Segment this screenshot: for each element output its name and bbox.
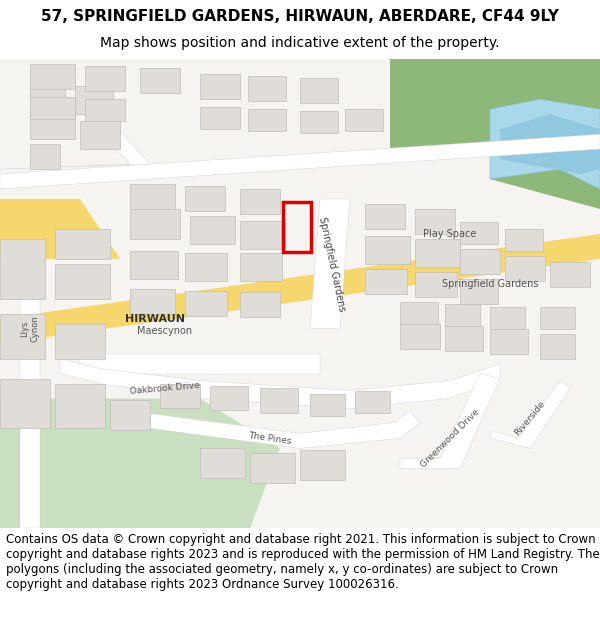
Bar bbox=[445, 326, 483, 351]
Bar bbox=[130, 251, 178, 279]
Bar bbox=[0, 314, 45, 359]
Bar bbox=[85, 66, 125, 91]
Bar bbox=[460, 249, 500, 274]
Bar bbox=[185, 253, 227, 281]
Bar bbox=[75, 86, 113, 114]
Bar bbox=[490, 329, 528, 354]
Bar bbox=[415, 239, 460, 267]
Bar bbox=[60, 399, 100, 428]
Bar bbox=[30, 79, 65, 109]
Bar bbox=[365, 269, 407, 294]
Bar bbox=[400, 324, 440, 349]
Polygon shape bbox=[80, 354, 320, 374]
Bar bbox=[300, 78, 338, 103]
Bar bbox=[355, 391, 390, 413]
Bar bbox=[190, 216, 235, 244]
Bar bbox=[30, 144, 60, 169]
Text: Greenwood Drive: Greenwood Drive bbox=[419, 408, 481, 469]
Text: Riverside: Riverside bbox=[513, 399, 547, 437]
Bar bbox=[200, 448, 245, 478]
Bar bbox=[55, 264, 110, 299]
Bar bbox=[248, 109, 286, 131]
Bar bbox=[85, 99, 125, 121]
Polygon shape bbox=[0, 109, 150, 169]
Bar bbox=[248, 76, 286, 101]
Text: Contains OS data © Crown copyright and database right 2021. This information is : Contains OS data © Crown copyright and d… bbox=[6, 533, 600, 591]
Bar bbox=[540, 334, 575, 359]
Bar bbox=[200, 107, 240, 129]
Polygon shape bbox=[500, 114, 600, 174]
Bar bbox=[345, 109, 383, 131]
Bar bbox=[0, 239, 45, 299]
Text: The Pines: The Pines bbox=[248, 431, 292, 446]
Bar bbox=[490, 307, 525, 329]
Text: Map shows position and indicative extent of the property.: Map shows position and indicative extent… bbox=[100, 36, 500, 50]
Polygon shape bbox=[310, 199, 350, 329]
Polygon shape bbox=[0, 234, 600, 344]
Polygon shape bbox=[60, 359, 500, 409]
Bar bbox=[185, 291, 227, 316]
Text: Llys
Cynon: Llys Cynon bbox=[20, 315, 40, 342]
Bar bbox=[140, 68, 180, 93]
Polygon shape bbox=[0, 199, 120, 259]
Bar bbox=[55, 384, 105, 428]
Text: Springfield Gardens: Springfield Gardens bbox=[442, 279, 538, 289]
Bar bbox=[415, 272, 457, 297]
Polygon shape bbox=[400, 374, 500, 468]
Bar bbox=[30, 98, 75, 119]
Bar bbox=[185, 186, 225, 211]
Polygon shape bbox=[390, 59, 600, 149]
Bar bbox=[0, 379, 50, 428]
Bar bbox=[460, 222, 498, 244]
Text: 57, SPRINGFIELD GARDENS, HIRWAUN, ABERDARE, CF44 9LY: 57, SPRINGFIELD GARDENS, HIRWAUN, ABERDA… bbox=[41, 9, 559, 24]
Bar bbox=[110, 401, 150, 431]
Bar bbox=[540, 307, 575, 329]
Polygon shape bbox=[20, 279, 40, 528]
Bar bbox=[300, 111, 338, 133]
Polygon shape bbox=[0, 399, 280, 528]
Bar bbox=[505, 229, 543, 251]
Bar bbox=[365, 236, 410, 264]
Bar bbox=[365, 204, 405, 229]
Bar bbox=[445, 304, 480, 326]
Bar bbox=[130, 209, 180, 239]
Bar bbox=[30, 109, 75, 139]
Text: Maescynon: Maescynon bbox=[137, 326, 193, 336]
Bar bbox=[415, 209, 455, 234]
Polygon shape bbox=[490, 381, 570, 448]
Polygon shape bbox=[490, 99, 600, 189]
Bar bbox=[200, 74, 240, 99]
Bar bbox=[250, 453, 295, 483]
Bar bbox=[130, 184, 175, 209]
Bar bbox=[240, 221, 285, 249]
Bar bbox=[550, 262, 590, 287]
Bar bbox=[160, 384, 200, 409]
Text: HIRWAUN: HIRWAUN bbox=[125, 314, 185, 324]
Bar bbox=[240, 292, 280, 317]
Bar bbox=[210, 386, 248, 411]
Text: Play Space: Play Space bbox=[424, 229, 476, 239]
Bar bbox=[240, 253, 282, 281]
Bar bbox=[240, 189, 280, 214]
Bar bbox=[55, 229, 110, 259]
Bar bbox=[30, 64, 75, 89]
Bar bbox=[400, 302, 438, 324]
Polygon shape bbox=[490, 59, 600, 209]
Bar bbox=[130, 289, 175, 314]
Bar bbox=[283, 202, 311, 252]
Bar bbox=[505, 256, 545, 281]
Bar bbox=[55, 324, 105, 359]
Polygon shape bbox=[0, 134, 600, 189]
Bar bbox=[460, 279, 498, 304]
Polygon shape bbox=[150, 411, 420, 448]
Bar bbox=[300, 451, 345, 480]
Text: Oakbrook Drive: Oakbrook Drive bbox=[130, 381, 200, 396]
Bar bbox=[310, 394, 345, 416]
Bar bbox=[260, 389, 298, 413]
Bar bbox=[80, 121, 120, 149]
Text: Springfield Gardens: Springfield Gardens bbox=[317, 216, 347, 312]
